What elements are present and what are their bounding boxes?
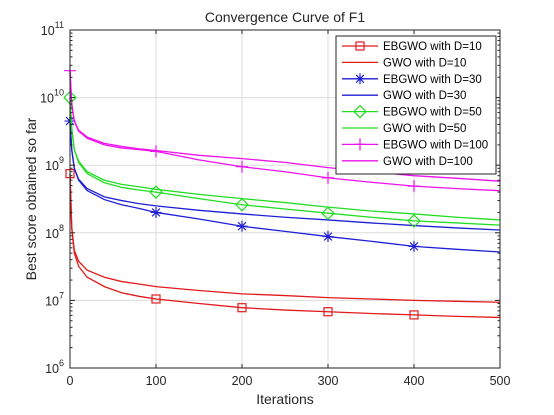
y-tick-label: 107 [45, 290, 64, 308]
data-point-marker [150, 206, 162, 218]
data-point-marker [323, 307, 333, 317]
x-tick-label: 200 [232, 374, 253, 388]
x-tick-label: 400 [404, 374, 425, 388]
series-0 [65, 169, 501, 320]
y-tick-label: 106 [45, 358, 64, 376]
data-point-marker [408, 180, 420, 193]
x-tick-label: 100 [146, 374, 167, 388]
legend-label: GWO with D=30 [383, 90, 466, 102]
data-point-marker [322, 231, 334, 243]
y-axis-label: Best score obtained so far [23, 117, 39, 280]
series-1 [69, 173, 501, 303]
legend-label: EBGWO with D=100 [383, 139, 488, 151]
x-tick-label: 300 [318, 374, 339, 388]
tick-layer: 0 100 200 300 400 500 106 107 108 109 1010 1011 [40, 20, 510, 388]
y-tick-label: 1010 [40, 88, 64, 106]
y-tick-label: 1011 [41, 20, 64, 38]
series-line [69, 97, 501, 221]
legend-marker [353, 104, 367, 119]
data-point-marker [408, 240, 420, 252]
data-point-marker [235, 197, 249, 212]
plot-frame [69, 29, 501, 369]
x-axis-label: Iterations [256, 391, 314, 407]
legend-label: GWO with D=50 [383, 123, 466, 135]
data-point-marker [409, 310, 419, 320]
x-tick-label: 500 [490, 374, 511, 388]
data-point-marker [236, 160, 248, 173]
legend-label: EBGWO with D=10 [383, 41, 482, 53]
series-3 [69, 121, 501, 231]
chart-title: Convergence Curve of F1 [205, 9, 366, 25]
legend-marker [354, 138, 366, 151]
legend-label: GWO with D=10 [383, 57, 466, 69]
legend-label: EBGWO with D=30 [383, 74, 482, 86]
series-line [69, 121, 501, 231]
data-point-marker [237, 303, 247, 313]
legend-label: GWO with D=100 [383, 156, 473, 168]
data-point-marker [236, 220, 248, 232]
data-point-marker [322, 171, 334, 184]
legend-marker [355, 41, 365, 51]
legend-marker [354, 73, 366, 85]
legend-box [335, 35, 497, 175]
series-line [69, 173, 501, 319]
series-line [69, 173, 501, 303]
data-point-marker [407, 214, 421, 228]
data-point-marker [151, 294, 161, 304]
y-tick-label: 109 [45, 155, 64, 173]
legend-label: EBGWO with D=50 [383, 107, 482, 119]
y-tick-label: 108 [45, 223, 64, 241]
series-5 [69, 97, 501, 221]
x-tick-label: 0 [67, 374, 74, 388]
legend: EBGWO with D=10 GWO with D=10 EBGWO with D… [335, 35, 497, 175]
data-point-marker [321, 206, 335, 221]
